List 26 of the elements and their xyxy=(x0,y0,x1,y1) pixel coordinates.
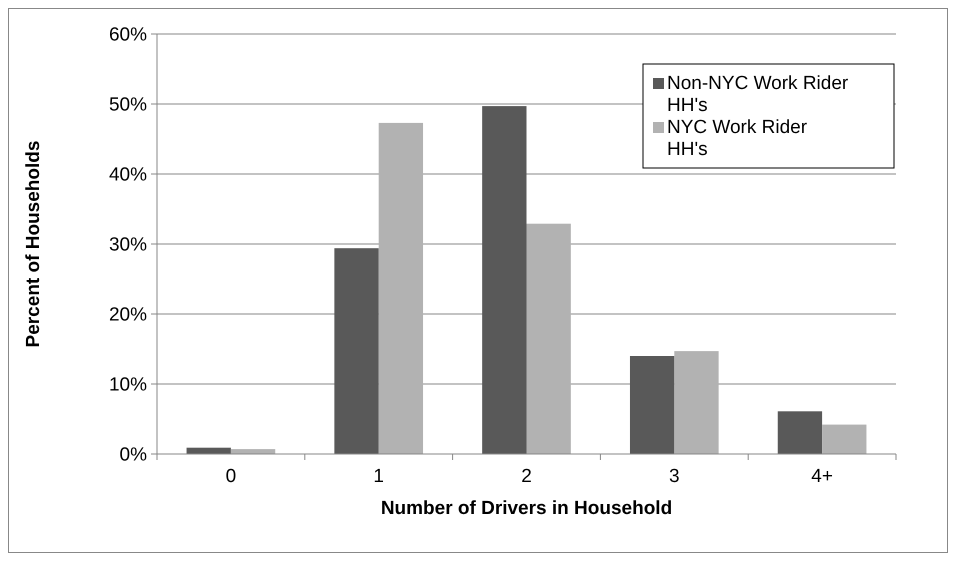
x-tick-label: 0 xyxy=(226,466,236,487)
bar xyxy=(378,122,424,454)
x-tick-label: 2 xyxy=(521,466,532,487)
y-tick-label: 30% xyxy=(108,234,148,256)
bar xyxy=(334,248,379,454)
legend-label: Non-NYC Work Rider HH's xyxy=(667,73,849,116)
bar xyxy=(230,449,276,454)
bar xyxy=(482,106,526,454)
x-tick-label: 4+ xyxy=(811,466,833,487)
bar xyxy=(822,424,866,454)
y-tick-label: 50% xyxy=(108,94,148,116)
y-tick-label: 0% xyxy=(120,444,148,466)
bar xyxy=(630,356,674,454)
y-tick-label: 40% xyxy=(108,164,148,186)
legend-label: NYC Work Rider HH's xyxy=(667,117,808,160)
bar xyxy=(674,351,719,454)
x-axis-title: Number of Drivers in Household xyxy=(380,498,672,519)
y-axis-title: Percent of Households xyxy=(23,140,44,348)
y-tick-label: 60% xyxy=(108,24,148,46)
y-tick-label: 10% xyxy=(108,374,148,396)
bar xyxy=(778,411,822,454)
x-tick-label: 3 xyxy=(669,466,680,487)
bar xyxy=(186,448,231,454)
y-tick-label: 20% xyxy=(108,304,148,326)
x-tick-label: 1 xyxy=(373,466,384,487)
bar xyxy=(526,224,571,454)
